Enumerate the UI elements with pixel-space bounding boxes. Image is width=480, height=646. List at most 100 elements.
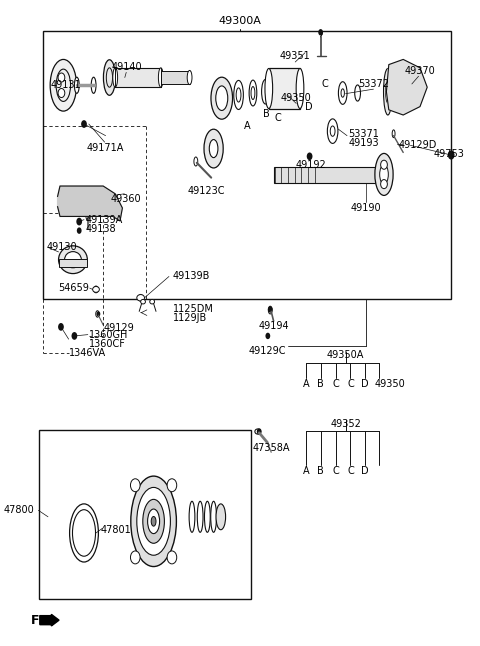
Ellipse shape: [189, 501, 195, 532]
Ellipse shape: [151, 517, 156, 526]
Circle shape: [138, 294, 144, 302]
Ellipse shape: [158, 68, 163, 87]
Text: C: C: [321, 79, 328, 89]
Ellipse shape: [204, 129, 223, 168]
Bar: [161, 71, 190, 84]
Ellipse shape: [236, 88, 241, 102]
Ellipse shape: [338, 82, 347, 104]
Ellipse shape: [64, 251, 81, 267]
Text: 49129D: 49129D: [398, 140, 437, 151]
Text: 49192: 49192: [296, 160, 326, 170]
Text: 53372: 53372: [359, 79, 389, 89]
Text: 49131: 49131: [50, 80, 81, 90]
Ellipse shape: [211, 501, 216, 532]
Text: 49753: 49753: [433, 149, 464, 159]
Ellipse shape: [262, 79, 269, 104]
Text: A: A: [302, 379, 309, 389]
Text: C: C: [332, 466, 339, 476]
Ellipse shape: [70, 504, 98, 562]
Text: 49351: 49351: [280, 52, 311, 61]
Text: 49139A: 49139A: [85, 214, 123, 225]
Circle shape: [265, 333, 270, 339]
Ellipse shape: [255, 429, 261, 434]
Circle shape: [77, 227, 82, 234]
Bar: [274, 167, 384, 183]
Ellipse shape: [141, 299, 145, 304]
Bar: [43, 31, 451, 299]
Circle shape: [257, 428, 262, 435]
Circle shape: [131, 551, 140, 564]
Ellipse shape: [265, 68, 273, 109]
Circle shape: [318, 29, 323, 36]
Ellipse shape: [113, 68, 118, 87]
Circle shape: [268, 306, 273, 313]
Text: 49138: 49138: [85, 224, 116, 234]
Text: 53371: 53371: [348, 129, 379, 139]
Text: 49190: 49190: [350, 203, 381, 213]
Ellipse shape: [380, 165, 388, 184]
Ellipse shape: [392, 130, 395, 138]
Ellipse shape: [96, 311, 99, 317]
Circle shape: [167, 551, 177, 564]
Text: D: D: [305, 103, 312, 112]
Ellipse shape: [137, 295, 144, 301]
Circle shape: [167, 479, 177, 492]
Ellipse shape: [211, 77, 233, 119]
Bar: [59, 259, 87, 267]
Polygon shape: [386, 59, 427, 115]
Text: 49123C: 49123C: [188, 186, 225, 196]
Text: 49360: 49360: [111, 194, 142, 203]
Ellipse shape: [384, 68, 392, 115]
Text: 49129C: 49129C: [249, 346, 286, 355]
Ellipse shape: [216, 86, 228, 110]
Text: 1360GH: 1360GH: [89, 329, 128, 340]
Text: 49193: 49193: [348, 138, 379, 149]
Text: 49300A: 49300A: [218, 16, 262, 26]
Text: D: D: [361, 379, 369, 389]
Circle shape: [381, 180, 387, 189]
Text: FR.: FR.: [31, 614, 54, 627]
Text: 49352: 49352: [330, 419, 361, 428]
Circle shape: [448, 151, 455, 160]
Ellipse shape: [209, 140, 218, 158]
Circle shape: [58, 89, 65, 98]
Text: 1346VA: 1346VA: [69, 348, 106, 358]
Text: B: B: [317, 466, 324, 476]
Bar: [39, 430, 251, 599]
Circle shape: [131, 479, 140, 492]
Ellipse shape: [296, 68, 304, 109]
Ellipse shape: [249, 80, 257, 106]
Ellipse shape: [268, 306, 272, 314]
Text: 47358A: 47358A: [252, 443, 290, 452]
Text: 1125DM: 1125DM: [173, 304, 214, 315]
Circle shape: [58, 73, 65, 82]
Text: 49350A: 49350A: [327, 350, 364, 360]
Text: 1129JB: 1129JB: [173, 313, 207, 324]
Bar: [269, 68, 300, 109]
Ellipse shape: [150, 299, 155, 304]
Text: 49194: 49194: [258, 321, 289, 331]
Circle shape: [108, 197, 118, 210]
Text: 49140: 49140: [112, 63, 143, 72]
Circle shape: [307, 152, 312, 160]
Text: A: A: [302, 466, 309, 476]
Text: 54659: 54659: [58, 283, 89, 293]
Ellipse shape: [341, 89, 345, 97]
Ellipse shape: [86, 211, 90, 220]
Ellipse shape: [72, 510, 96, 556]
Text: 49171A: 49171A: [87, 143, 124, 153]
Ellipse shape: [143, 499, 164, 543]
Text: A: A: [244, 121, 251, 131]
Text: C: C: [347, 379, 354, 389]
Circle shape: [61, 197, 71, 210]
Ellipse shape: [91, 77, 96, 94]
Ellipse shape: [187, 70, 192, 85]
Polygon shape: [58, 186, 122, 221]
Ellipse shape: [194, 157, 198, 166]
Ellipse shape: [386, 80, 390, 103]
Ellipse shape: [74, 77, 79, 94]
Ellipse shape: [197, 501, 203, 532]
Ellipse shape: [234, 80, 243, 109]
Text: 49370: 49370: [405, 67, 435, 76]
Text: 49350: 49350: [281, 94, 312, 103]
